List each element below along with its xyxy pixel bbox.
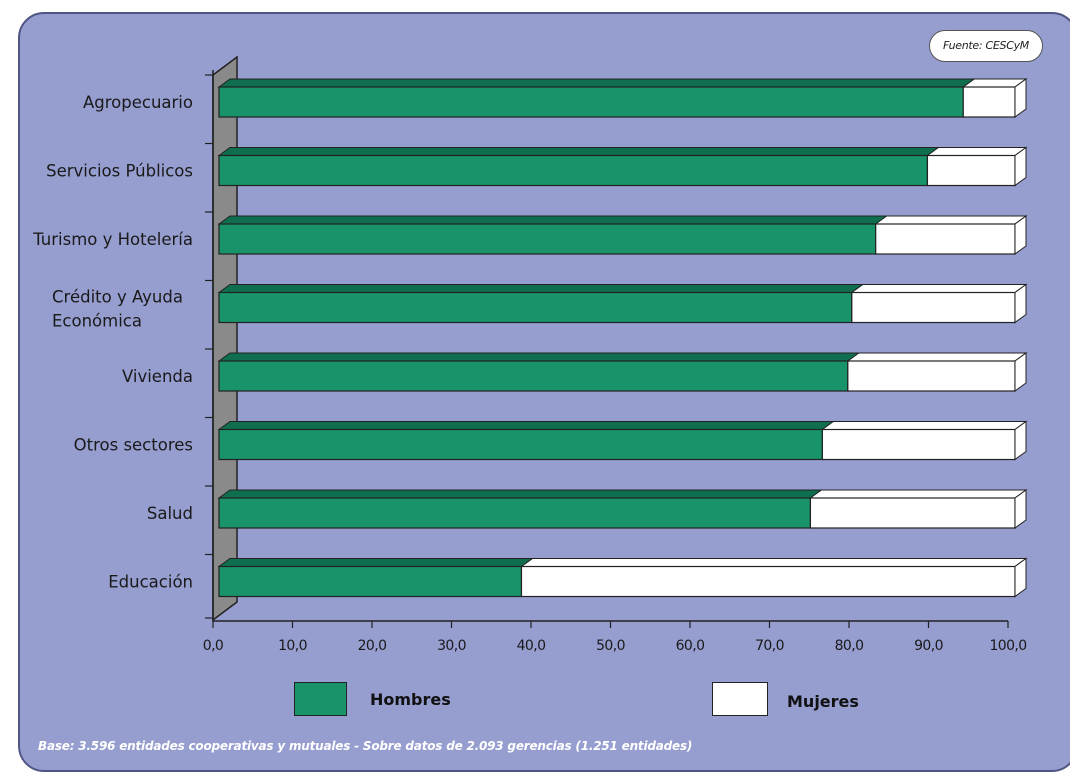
bar-mujeres bbox=[520, 565, 1016, 598]
x-tick-label: 90,0 bbox=[914, 638, 943, 654]
bar-side bbox=[1014, 215, 1027, 255]
bar-side bbox=[1014, 283, 1027, 324]
bar-hombres-top bbox=[217, 421, 835, 430]
legend-mujeres-label: Mujeres bbox=[787, 692, 859, 711]
depth-wall bbox=[212, 55, 238, 622]
bar-hombres-top bbox=[217, 558, 535, 567]
bar-hombres bbox=[218, 86, 964, 118]
bar-mujeres bbox=[809, 497, 1016, 529]
bar-mujeres-top bbox=[808, 489, 1028, 499]
category-label: Turismo y Hotelería bbox=[32, 230, 193, 249]
legend-hombres-swatch bbox=[294, 682, 347, 716]
bar-mujeres-top bbox=[519, 558, 1028, 567]
x-tick-label: 10,0 bbox=[278, 638, 307, 654]
bar-hombres bbox=[218, 497, 812, 529]
bar-side bbox=[1014, 489, 1027, 529]
x-tick-label: 0,0 bbox=[203, 638, 223, 654]
bar-hombres-top bbox=[217, 78, 976, 88]
footnote: Base: 3.596 entidades cooperativas y mut… bbox=[38, 739, 693, 753]
x-tick-label: 20,0 bbox=[358, 638, 387, 654]
x-tick-label: 50,0 bbox=[596, 638, 625, 654]
category-label: Otros sectores bbox=[74, 436, 193, 455]
bar-mujeres bbox=[851, 291, 1016, 324]
bar-mujeres-top bbox=[820, 421, 1028, 430]
bar-hombres-top bbox=[217, 215, 889, 225]
bar-side bbox=[1014, 557, 1027, 598]
category-label: Vivienda bbox=[122, 367, 193, 386]
bar-hombres-top bbox=[217, 489, 823, 499]
x-tick-label: 100,0 bbox=[989, 638, 1026, 654]
bars bbox=[217, 78, 1028, 598]
legend-hombres-label: Hombres bbox=[370, 690, 451, 709]
x-tick-label: 30,0 bbox=[437, 638, 466, 654]
bar-side bbox=[1014, 352, 1027, 392]
bar-mujeres bbox=[962, 86, 1016, 118]
category-label: Educación bbox=[108, 573, 193, 592]
category-label: Salud bbox=[147, 504, 193, 523]
bar-hombres bbox=[218, 154, 929, 187]
category-label: Servicios Públicos bbox=[46, 162, 193, 181]
bar-mujeres bbox=[847, 360, 1016, 392]
bar-mujeres-top bbox=[850, 284, 1028, 293]
bar-hombres bbox=[218, 360, 849, 392]
bar-hombres bbox=[218, 223, 877, 255]
x-tick-label: 70,0 bbox=[755, 638, 784, 654]
chart-back-wall bbox=[205, 55, 238, 622]
category-label: Crédito y Ayuda bbox=[52, 288, 183, 307]
x-tick-label: 40,0 bbox=[517, 638, 546, 654]
category-label: Agropecuario bbox=[83, 93, 193, 112]
bar-side bbox=[1014, 146, 1027, 187]
source-badge: Fuente: CESCyM bbox=[929, 30, 1043, 62]
bar-mujeres-top bbox=[925, 147, 1028, 156]
bar-hombres-top bbox=[217, 284, 865, 293]
bar-mujeres bbox=[821, 428, 1016, 461]
bar-hombres-top bbox=[217, 352, 861, 362]
bar-mujeres bbox=[926, 154, 1016, 187]
x-tick-label: 80,0 bbox=[835, 638, 864, 654]
x-axis: 0,0 10,0 20,0 30,0 40,0 50,0 60,0 70,0 80,0 90,0 1… bbox=[203, 620, 1027, 654]
bar-hombres bbox=[218, 428, 823, 461]
bar-hombres bbox=[218, 291, 853, 324]
chart-panel bbox=[18, 12, 1070, 772]
bar-mujeres-top bbox=[874, 215, 1028, 225]
bar-hombres bbox=[218, 565, 523, 598]
bar-side bbox=[1014, 420, 1027, 461]
bar-hombres-top bbox=[217, 147, 940, 156]
category-labels: Agropecuario Servicios Públicos Turismo y … bbox=[32, 93, 193, 592]
bar-mujeres-top bbox=[846, 352, 1028, 362]
bar-side bbox=[1014, 78, 1027, 118]
legend-mujeres-swatch bbox=[712, 682, 768, 716]
x-tick-label: 60,0 bbox=[676, 638, 705, 654]
category-label: Económica bbox=[52, 312, 142, 331]
bar-mujeres bbox=[875, 223, 1016, 255]
